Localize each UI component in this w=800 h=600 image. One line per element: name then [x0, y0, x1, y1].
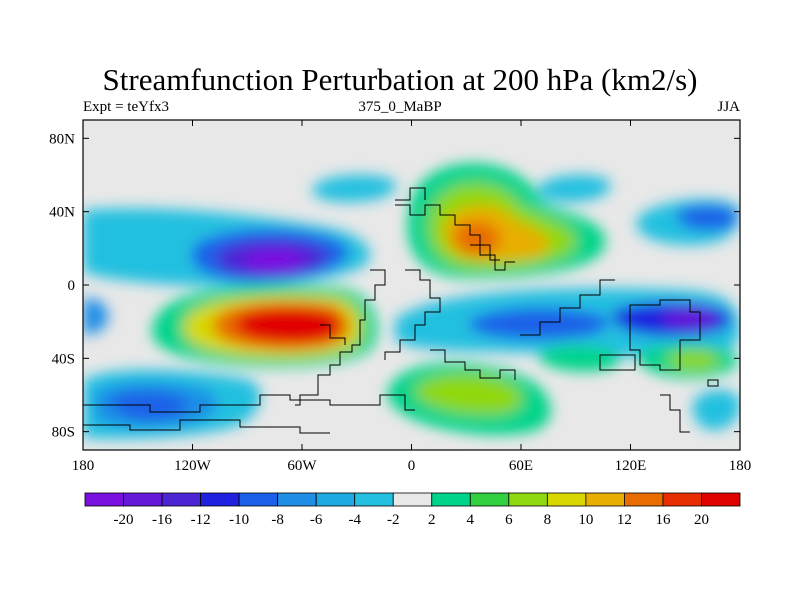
- y-tick-label: 40S: [52, 351, 75, 367]
- colorbar-swatch: [546, 492, 587, 507]
- colorbar-label: -12: [191, 512, 211, 528]
- x-axis: 180 120W 60W 0 60E 120E 180: [72, 120, 752, 474]
- x-tick-label: 60E: [509, 458, 533, 474]
- colorbar-label: -4: [348, 512, 361, 528]
- coastline-southeast-asia: [599, 354, 636, 371]
- negative-band-southern-pacific-core: [110, 391, 188, 421]
- coastline-antarctic-c: [660, 394, 690, 433]
- negative-patch-arctic-b: [537, 174, 611, 202]
- run-label: 375_0_MaBP: [358, 99, 442, 115]
- colorbar-label: 2: [428, 512, 436, 528]
- field-layer: [83, 163, 740, 439]
- colorbar-swatch: [469, 492, 510, 507]
- colorbar-swatch: [508, 492, 548, 507]
- colorbar-swatch: [662, 492, 702, 507]
- colorbar-swatch: [585, 492, 625, 507]
- positive-band-southern-africa-inner: [414, 374, 523, 415]
- negative-band-indian-pacific-inner: [470, 308, 609, 340]
- positive-band-south-atlantic-peak: [235, 307, 340, 344]
- colorbar-label: 16: [655, 512, 671, 528]
- y-axis: 80N 40N 0 40S 80S: [49, 131, 740, 441]
- x-tick-label: 180: [72, 458, 95, 474]
- colorbar-label: -2: [387, 512, 400, 528]
- y-tick-label: 40N: [49, 205, 75, 221]
- colorbar-label: -16: [152, 512, 172, 528]
- colorbar-swatch: [238, 492, 279, 507]
- colorbar-swatch: [624, 492, 664, 507]
- negative-patch-north-pacific-inner: [676, 205, 739, 231]
- y-tick-label: 0: [68, 278, 76, 294]
- colorbar-swatch: [431, 492, 471, 507]
- coastline-americas: [295, 269, 386, 406]
- colorbar-label: 20: [694, 512, 709, 528]
- negative-band-west-pacific-edge: [83, 298, 109, 335]
- coastline-south-africa: [430, 349, 516, 380]
- x-tick-label: 120E: [615, 458, 647, 474]
- coastline-americas-b: [320, 324, 346, 345]
- colorbar-label: 10: [578, 512, 593, 528]
- colorbar-swatch: [123, 492, 163, 507]
- experiment-label: Expt = teYfx3: [83, 99, 169, 115]
- coastlines: [83, 187, 719, 434]
- colorbar-swatch: [392, 492, 433, 507]
- y-tick-label: 80S: [52, 425, 75, 441]
- x-tick-label: 0: [408, 458, 416, 474]
- negative-patch-southwest: [692, 390, 740, 430]
- colorbar-label: 12: [617, 512, 632, 528]
- y-tick-label: 80N: [49, 131, 75, 147]
- coastline-india: [470, 244, 500, 261]
- coastline-australia: [629, 299, 701, 371]
- chart-title: Streamfunction Perturbation at 200 hPa (…: [102, 62, 698, 97]
- negative-band-pacific-peak: [662, 308, 719, 329]
- x-tick-label: 120W: [174, 458, 212, 474]
- colorbar-label: 4: [467, 512, 475, 528]
- colorbar-label: 6: [505, 512, 513, 528]
- coastline-africa-west: [384, 269, 441, 360]
- colorbar: -20 -16 -12 -10 -8 -6 -4 -2 2 4 6 8 10 12 16 20: [84, 492, 741, 528]
- colorbar-label: 8: [544, 512, 552, 528]
- x-tick-label: 60W: [287, 458, 317, 474]
- colorbar-swatch: [161, 492, 201, 507]
- positive-band-north-africa-asia-peak: [454, 221, 501, 255]
- x-tick-label: 180: [729, 458, 752, 474]
- colorbar-label: -6: [310, 512, 323, 528]
- coastline-europe-africa: [395, 204, 515, 271]
- coastline-new-zealand: [707, 379, 719, 387]
- colorbar-swatch: [84, 492, 124, 507]
- colorbar-swatch: [277, 492, 317, 507]
- colorbar-swatch: [701, 492, 741, 507]
- colorbar-label: -10: [229, 512, 249, 528]
- coastline-asia: [520, 279, 615, 336]
- negative-patch-arctic-a: [312, 174, 397, 202]
- colorbar-swatch: [200, 492, 240, 507]
- negative-band-atlantic-north-peak: [243, 249, 306, 272]
- coastline-antarctic-b: [83, 419, 330, 434]
- coastline-antarctic: [83, 394, 415, 413]
- colorbar-swatch: [354, 492, 394, 507]
- season-label: JJA: [717, 99, 740, 115]
- colorbar-swatch: [315, 492, 356, 507]
- colorbar-label: -20: [114, 512, 134, 528]
- coastline-greenland: [395, 187, 426, 201]
- colorbar-label: -8: [271, 512, 284, 528]
